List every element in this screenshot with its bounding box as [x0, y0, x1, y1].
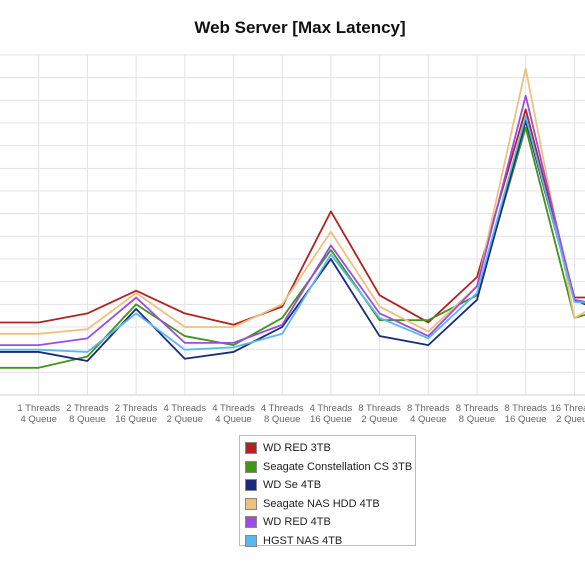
legend-swatch	[245, 460, 257, 473]
legend-swatch	[245, 497, 257, 510]
legend-swatch	[245, 534, 257, 547]
chart-title: Web Server [Max Latency]	[194, 18, 406, 37]
x-tick-label: 4 Threads 16 Queue	[310, 403, 353, 425]
series-line-0	[0, 108, 585, 326]
legend-label: HGST NAS 4TB	[263, 534, 343, 547]
legend-swatch	[245, 479, 257, 492]
legend-item: HGST NAS 4TB	[245, 532, 415, 551]
x-tick-label: 8 Threads 16 Queue	[504, 403, 547, 425]
x-tick-label: 1 Threads 4 Queue	[17, 403, 60, 425]
legend-label: Seagate NAS HDD 4TB	[263, 497, 380, 510]
legend-item: WD Se 4TB	[245, 476, 415, 495]
grid	[0, 54, 585, 396]
legend-item: WD RED 4TB	[245, 513, 415, 532]
x-tick-label: 8 Threads 2 Queue	[358, 403, 401, 425]
legend-item: WD RED 3TB	[245, 439, 415, 458]
x-tick-label: 4 Threads 2 Queue	[163, 403, 206, 425]
legend-item: Seagate Constellation CS 3TB	[245, 458, 415, 477]
x-tick-label: 8 Threads 8 Queue	[456, 403, 499, 425]
series-lines	[0, 67, 585, 369]
legend: WD RED 3TB Seagate Constellation CS 3TB WD…	[239, 435, 416, 547]
legend-label: WD RED 3TB	[263, 442, 331, 455]
series-line-5	[0, 115, 585, 353]
legend-label: Seagate Constellation CS 3TB	[263, 460, 413, 473]
series-line-3	[0, 67, 585, 335]
legend-label: WD Se 4TB	[263, 479, 322, 492]
x-tick-labels: 1 Threads 4 Queue 2 Threads 8 Queue 2 Thread…	[17, 403, 585, 425]
line-chart: 1 Threads 4 Queue 2 Threads 8 Queue 2 Thread…	[0, 54, 585, 425]
legend-swatch	[245, 516, 257, 529]
x-tick-label: 8 Threads 4 Queue	[407, 403, 450, 425]
x-tick-label: 2 Threads 16 Queue	[115, 403, 158, 425]
legend-label: WD RED 4TB	[263, 516, 331, 529]
legend-swatch	[245, 442, 257, 455]
x-tick-label: 4 Threads 4 Queue	[212, 403, 255, 425]
series-line-4	[0, 94, 585, 347]
x-tick-label: 4 Threads 8 Queue	[261, 403, 304, 425]
legend-item: Seagate NAS HDD 4TB	[245, 495, 415, 514]
x-tick-label: 2 Threads 8 Queue	[66, 403, 109, 425]
